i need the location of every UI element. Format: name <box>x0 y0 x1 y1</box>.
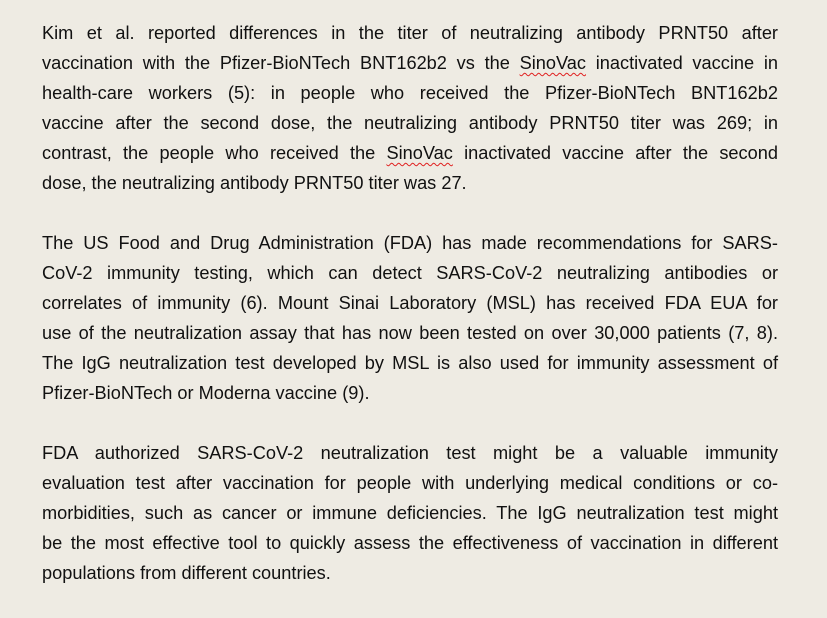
text-line: The US Food and Drug Administration (FDA… <box>42 228 778 258</box>
text-segment: correlates of immunity (6). Mount Sinai … <box>42 293 778 313</box>
text-segment: The US Food and Drug Administration (FDA… <box>42 233 778 253</box>
text-segment: vaccine after the second dose, the neutr… <box>42 113 778 133</box>
paragraph: The US Food and Drug Administration (FDA… <box>42 228 778 408</box>
text-line: CoV-2 immunity testing, which can detect… <box>42 258 778 288</box>
text-segment: morbidities, such as cancer or immune de… <box>42 503 778 523</box>
text-segment: vaccination with the Pfizer-BioNTech BNT… <box>42 53 520 73</box>
text-segment: inactivated vaccine after the second <box>452 143 778 163</box>
text-line: FDA authorized SARS-CoV-2 neutralization… <box>42 438 778 468</box>
text-segment: contrast, the people who received the <box>42 143 387 163</box>
text-segment: CoV-2 immunity testing, which can detect… <box>42 263 778 283</box>
text-line: populations from different countries. <box>42 558 778 588</box>
text-line: vaccination with the Pfizer-BioNTech BNT… <box>42 48 778 78</box>
text-line: evaluation test after vaccination for pe… <box>42 468 778 498</box>
text-segment: Kim et al. reported differences in the t… <box>42 23 778 43</box>
text-line: morbidities, such as cancer or immune de… <box>42 498 778 528</box>
spellcheck-flagged-word: SinoVac <box>386 143 453 163</box>
text-segment: dose, the neutralizing antibody PRNT50 t… <box>42 173 467 193</box>
text-segment: The IgG neutralization test developed by… <box>42 353 778 373</box>
paragraph: FDA authorized SARS-CoV-2 neutralization… <box>42 438 778 588</box>
text-segment: use of the neutralization assay that has… <box>42 323 778 343</box>
document-body: Kim et al. reported differences in the t… <box>42 18 778 618</box>
text-segment: evaluation test after vaccination for pe… <box>42 473 778 493</box>
text-segment: FDA authorized SARS-CoV-2 neutralization… <box>42 443 778 463</box>
text-segment: populations from different countries. <box>42 563 331 583</box>
text-line: be the most effective tool to quickly as… <box>42 528 778 558</box>
text-line: health-care workers (5): in people who r… <box>42 78 778 108</box>
text-line: vaccine after the second dose, the neutr… <box>42 108 778 138</box>
paragraph: Kim et al. reported differences in the t… <box>42 18 778 198</box>
text-line: use of the neutralization assay that has… <box>42 318 778 348</box>
text-line: The IgG neutralization test developed by… <box>42 348 778 378</box>
text-line: dose, the neutralizing antibody PRNT50 t… <box>42 168 778 198</box>
spellcheck-flagged-word: SinoVac <box>519 53 586 73</box>
text-segment: be the most effective tool to quickly as… <box>42 533 778 553</box>
text-segment: health-care workers (5): in people who r… <box>42 83 778 103</box>
text-line: correlates of immunity (6). Mount Sinai … <box>42 288 778 318</box>
text-line: Pfizer-BioNTech or Moderna vaccine (9). <box>42 378 778 408</box>
text-line: contrast, the people who received the Si… <box>42 138 778 168</box>
text-segment: inactivated vaccine in <box>586 53 778 73</box>
text-line: Kim et al. reported differences in the t… <box>42 18 778 48</box>
text-segment: Pfizer-BioNTech or Moderna vaccine (9). <box>42 383 370 403</box>
